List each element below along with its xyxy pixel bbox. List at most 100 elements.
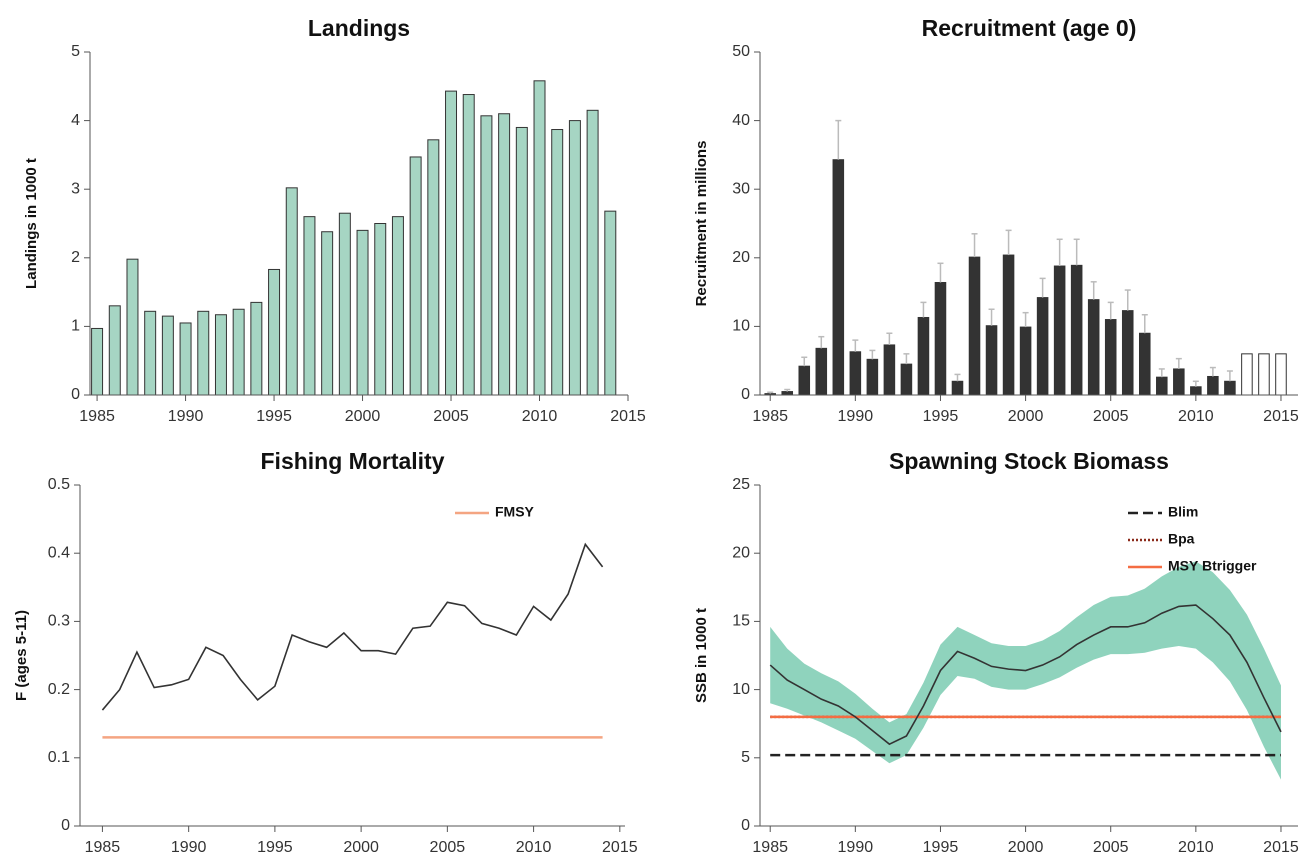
bar [144, 310, 157, 396]
bar [968, 256, 981, 396]
bar [1053, 265, 1066, 396]
bar [917, 316, 930, 396]
legend-label: FMSY [495, 504, 535, 520]
x-tick-label: 2010 [1178, 408, 1214, 425]
bar [268, 268, 281, 396]
y-axis-label: Landings in 1000 t [23, 158, 40, 289]
chart-title: Fishing Mortality [261, 448, 445, 474]
bar [303, 216, 316, 396]
x-tick-label: 1985 [79, 408, 115, 425]
chart-title: Spawning Stock Biomass [889, 448, 1169, 474]
y-tick-label: 1 [71, 318, 80, 335]
bar [91, 327, 104, 396]
bar [427, 139, 440, 396]
y-tick-label: 0 [61, 817, 70, 834]
y-tick-label: 5 [71, 43, 80, 60]
x-tick-label: 2015 [1263, 408, 1299, 425]
bar [250, 301, 263, 396]
x-tick-label: 1990 [838, 839, 874, 856]
y-tick-label: 4 [71, 112, 80, 129]
x-tick-label: 2005 [430, 839, 466, 856]
bar [1275, 353, 1287, 396]
x-tick-label: 1990 [838, 408, 874, 425]
bar [832, 159, 845, 396]
y-tick-label: 10 [732, 318, 750, 335]
legend-label: Bpa [1168, 531, 1195, 547]
legend-label: Blim [1168, 504, 1198, 520]
bar [197, 310, 210, 396]
bar [1173, 368, 1185, 396]
bar [179, 322, 192, 396]
bar [1241, 353, 1253, 396]
y-tick-label: 0.5 [48, 476, 70, 493]
bar [1121, 310, 1134, 396]
x-tick-label: 1985 [752, 839, 788, 856]
x-tick-label: 2005 [1093, 408, 1129, 425]
bar [338, 212, 351, 396]
x-tick-label: 2015 [602, 839, 638, 856]
y-tick-label: 25 [732, 476, 750, 493]
bar [900, 363, 913, 396]
chart-title: Landings [308, 15, 410, 41]
y-tick-label: 0 [741, 817, 750, 834]
x-tick-label: 2010 [1178, 839, 1214, 856]
bar [1019, 326, 1032, 396]
y-tick-label: 40 [732, 112, 750, 129]
y-tick-label: 10 [732, 681, 750, 698]
bar [374, 223, 387, 396]
x-tick-label: 2015 [610, 408, 646, 425]
y-tick-label: 0.4 [48, 544, 70, 561]
y-tick-label: 5 [741, 749, 750, 766]
bar [934, 281, 947, 396]
bar [126, 258, 139, 396]
bar [108, 305, 121, 396]
bar [781, 391, 794, 396]
bar [798, 365, 811, 396]
x-tick-label: 2010 [516, 839, 552, 856]
bar [1258, 353, 1270, 396]
y-tick-label: 0 [71, 386, 80, 403]
bar [849, 351, 862, 396]
x-tick-label: 2000 [343, 839, 379, 856]
y-tick-label: 2 [71, 249, 80, 266]
bar [533, 80, 546, 396]
bar [568, 120, 581, 396]
legend-label: MSY Btrigger [1168, 558, 1257, 574]
y-tick-label: 3 [71, 180, 80, 197]
bar [1087, 299, 1100, 396]
bar [1070, 264, 1083, 396]
chart-title: Recruitment (age 0) [922, 15, 1137, 41]
x-tick-label: 1990 [168, 408, 204, 425]
y-axis-label: SSB in 1000 t [693, 608, 710, 703]
x-tick-label: 1995 [257, 839, 293, 856]
x-tick-label: 1985 [85, 839, 121, 856]
bar [604, 210, 617, 396]
y-axis-label: F (ages 5-11) [13, 610, 30, 701]
y-tick-label: 30 [732, 180, 750, 197]
line [101, 542, 604, 711]
y-tick-label: 0.1 [48, 749, 70, 766]
bar [356, 229, 369, 396]
bar [1207, 375, 1219, 396]
y-tick-label: 50 [732, 43, 750, 60]
bar [391, 216, 404, 396]
bar [586, 109, 599, 396]
x-tick-label: 1995 [923, 839, 959, 856]
bar [1036, 297, 1049, 396]
x-tick-label: 1995 [923, 408, 959, 425]
x-tick-label: 2000 [1008, 408, 1044, 425]
bar [214, 314, 227, 396]
bar [1224, 380, 1236, 396]
bar [815, 347, 828, 396]
x-tick-label: 1990 [171, 839, 207, 856]
bar [515, 126, 528, 396]
x-tick-label: 2005 [433, 408, 469, 425]
bar [462, 94, 475, 396]
x-tick-label: 2000 [1008, 839, 1044, 856]
bar [409, 156, 422, 396]
y-tick-label: 0.2 [48, 681, 70, 698]
bar [551, 129, 564, 396]
line [769, 604, 1282, 746]
x-tick-label: 2015 [1263, 839, 1299, 856]
